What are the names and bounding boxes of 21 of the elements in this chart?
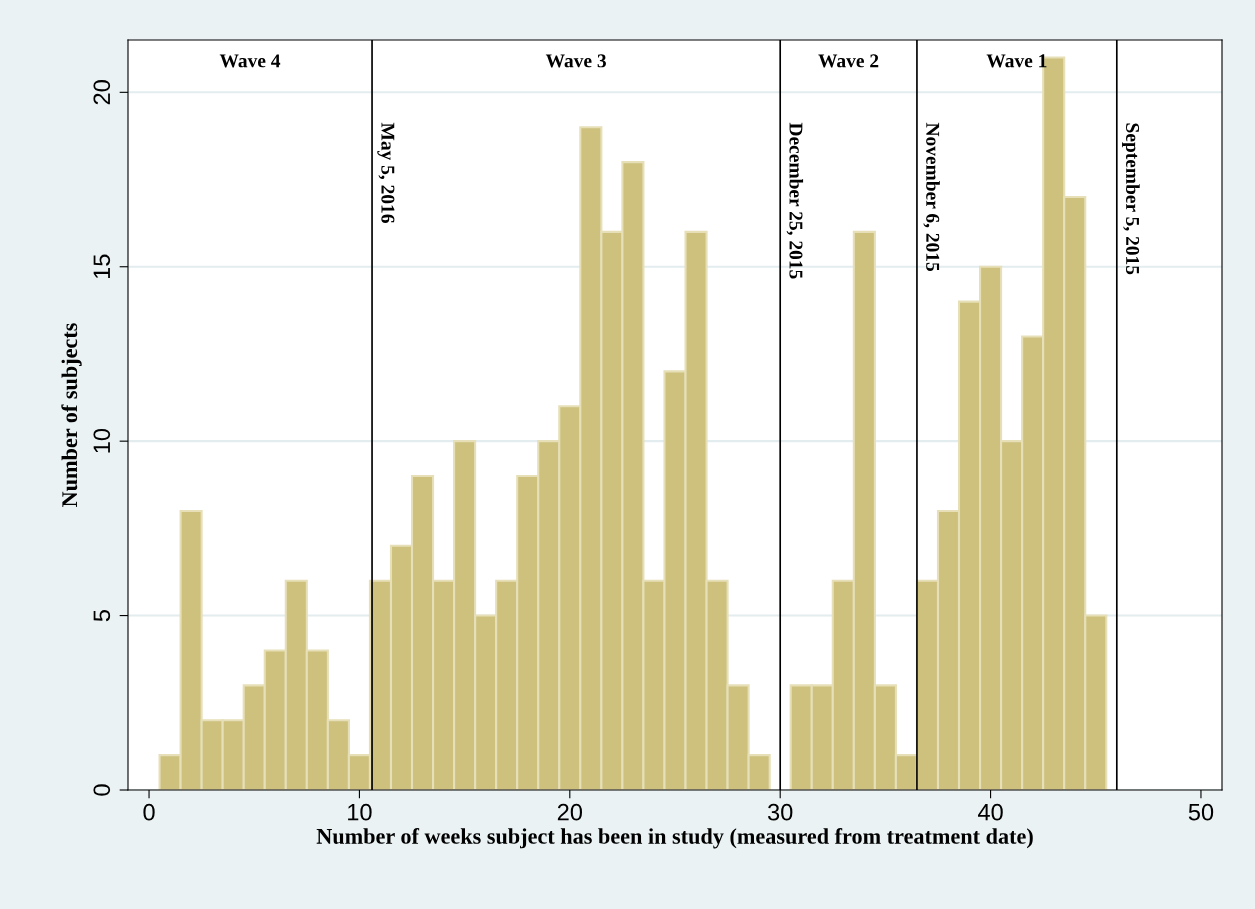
y-tick-label: 10 [93,428,111,453]
x-tick-label: 40 [977,803,1003,821]
y-tick-label: 0 [93,784,111,796]
y-tick-label: 20 [93,80,111,105]
ref-line-label: May 5, 2016 [377,122,395,223]
x-tick-label: 30 [767,803,793,821]
x-axis-title: Number of weeks subject has been in study (measured from treatment date) [316,827,1033,849]
y-tick-label: 15 [93,254,111,279]
ref-line-label: September 5, 2015 [1122,123,1140,275]
annotation: Wave 3 [545,54,606,68]
x-tick-label: 50 [1188,803,1214,821]
x-tick-label: 10 [348,803,372,821]
ref-line-label: December 25, 2015 [786,122,804,279]
ref-line-label: November 6, 2015 [923,122,940,272]
y-tick-label: 5 [93,610,111,622]
x-tick-label: 0 [143,803,155,821]
annotation: Wave 1 [986,54,1047,68]
annotation: Wave 4 [219,54,281,68]
annotation: Wave 2 [818,54,879,68]
y-axis-title: Number of subjects [61,323,82,507]
x-tick-label: 20 [557,803,583,821]
